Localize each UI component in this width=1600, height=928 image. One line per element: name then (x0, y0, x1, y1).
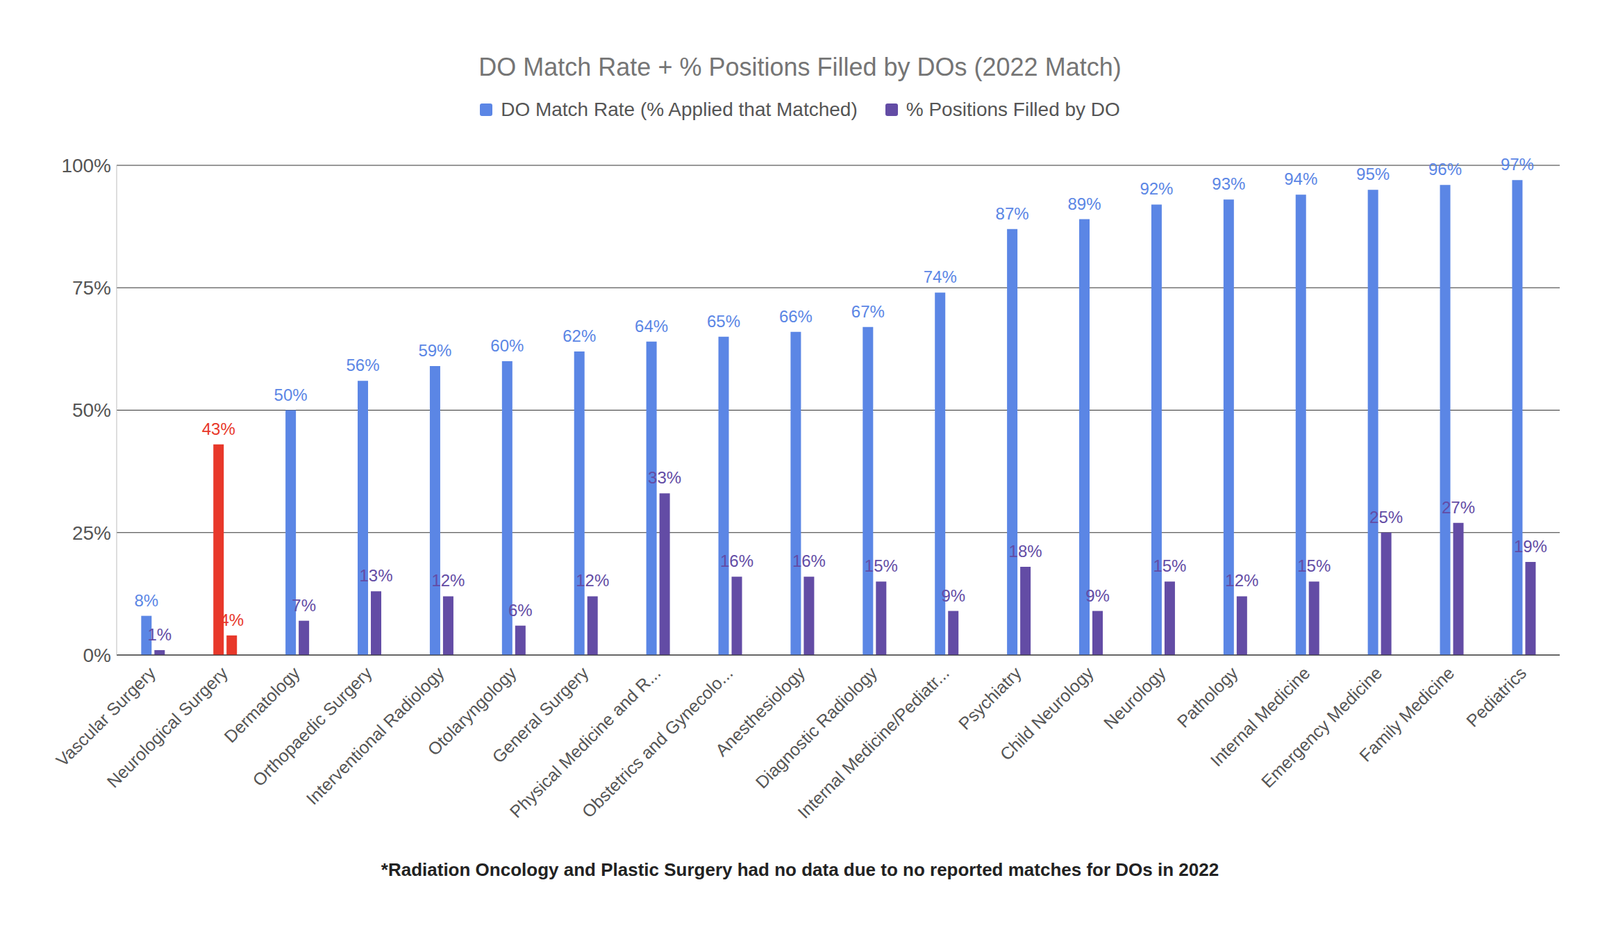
svg-text:Family Medicine: Family Medicine (1355, 662, 1459, 766)
svg-text:Obstetrics and Gynecolo...: Obstetrics and Gynecolo... (577, 662, 737, 821)
svg-text:25%: 25% (72, 522, 112, 544)
svg-text:94%: 94% (1284, 169, 1318, 189)
svg-text:12%: 12% (1225, 570, 1259, 590)
svg-text:64%: 64% (634, 316, 669, 336)
svg-text:Pediatrics: Pediatrics (1462, 662, 1530, 730)
svg-text:Pathology: Pathology (1172, 662, 1242, 732)
svg-text:92%: 92% (1139, 179, 1173, 198)
svg-text:4%: 4% (219, 610, 244, 630)
svg-text:Orthopaedic Surgery: Orthopaedic Surgery (248, 662, 376, 790)
svg-text:56%: 56% (346, 355, 380, 375)
svg-text:Vascular Surgery: Vascular Surgery (52, 662, 160, 770)
svg-text:18%: 18% (1009, 541, 1043, 561)
svg-text:50%: 50% (274, 385, 308, 405)
svg-text:Interventional Radiology: Interventional Radiology (302, 662, 448, 809)
svg-text:6%: 6% (508, 600, 533, 620)
svg-text:16%: 16% (792, 551, 826, 571)
svg-text:97%: 97% (1500, 154, 1535, 174)
svg-text:59%: 59% (418, 340, 452, 360)
svg-text:Psychiatry: Psychiatry (954, 662, 1026, 734)
svg-text:66%: 66% (779, 306, 813, 326)
svg-text:General Surgery: General Surgery (488, 662, 593, 767)
svg-text:100%: 100% (61, 154, 112, 177)
svg-text:95%: 95% (1356, 164, 1390, 184)
svg-text:60%: 60% (490, 336, 524, 355)
html-text:*Radiation Oncology and Plasti: *Radiation Oncology and Plastic Surgery … (381, 859, 1219, 880)
svg-text:16%: 16% (720, 551, 754, 571)
svg-text:65%: 65% (706, 311, 741, 331)
svg-text:93%: 93% (1211, 174, 1246, 194)
svg-text:13%: 13% (359, 565, 394, 585)
svg-text:Emergency Medicine: Emergency Medicine (1257, 662, 1387, 791)
html-text:DO Match Rate + % Positions Fi: DO Match Rate + % Positions Filled by DO… (478, 52, 1122, 82)
svg-text:Physical Medicine and R...: Physical Medicine and R... (505, 662, 664, 821)
svg-text:12%: 12% (575, 570, 610, 590)
svg-text:9%: 9% (940, 586, 966, 605)
svg-text:15%: 15% (1152, 556, 1187, 575)
svg-text:50%: 50% (72, 399, 112, 421)
svg-text:12%: 12% (431, 570, 465, 590)
svg-text:Diagnostic Radiology: Diagnostic Radiology (751, 662, 881, 792)
svg-text:Child Neurology: Child Neurology (995, 662, 1098, 764)
svg-text:43%: 43% (202, 419, 236, 439)
svg-text:Neurology: Neurology (1099, 662, 1170, 733)
svg-text:15%: 15% (1297, 556, 1331, 575)
svg-text:Neurological Surgery: Neurological Surgery (102, 662, 232, 791)
svg-text:Dermatology: Dermatology (220, 662, 304, 747)
svg-text:75%: 75% (72, 277, 112, 299)
svg-text:62%: 62% (562, 326, 596, 346)
svg-text:74%: 74% (923, 267, 957, 287)
html-text:% Positions Filled by DO: % Positions Filled by DO (906, 98, 1120, 121)
svg-text:0%: 0% (83, 644, 112, 666)
svg-text:19%: 19% (1513, 536, 1548, 556)
svg-text:67%: 67% (851, 302, 885, 321)
svg-text:Internal Medicine: Internal Medicine (1206, 662, 1314, 770)
svg-text:7%: 7% (291, 595, 316, 615)
svg-text:33%: 33% (647, 468, 682, 487)
svg-text:1%: 1% (147, 625, 172, 644)
svg-text:25%: 25% (1369, 507, 1403, 527)
svg-text:8%: 8% (134, 590, 159, 610)
svg-text:87%: 87% (995, 204, 1030, 223)
svg-text:89%: 89% (1068, 194, 1102, 214)
svg-text:9%: 9% (1085, 586, 1110, 605)
svg-text:96%: 96% (1428, 159, 1462, 179)
svg-text:Otolaryngology: Otolaryngology (423, 662, 520, 760)
html-text:DO Match Rate (% Applied that: DO Match Rate (% Applied that Matched) (500, 98, 858, 121)
svg-text:27%: 27% (1441, 497, 1475, 517)
svg-text:15%: 15% (864, 556, 898, 575)
svg-text:Anesthesiology: Anesthesiology (711, 662, 809, 760)
svg-text:Internal Medicine/Pediatr...: Internal Medicine/Pediatr... (793, 662, 953, 822)
